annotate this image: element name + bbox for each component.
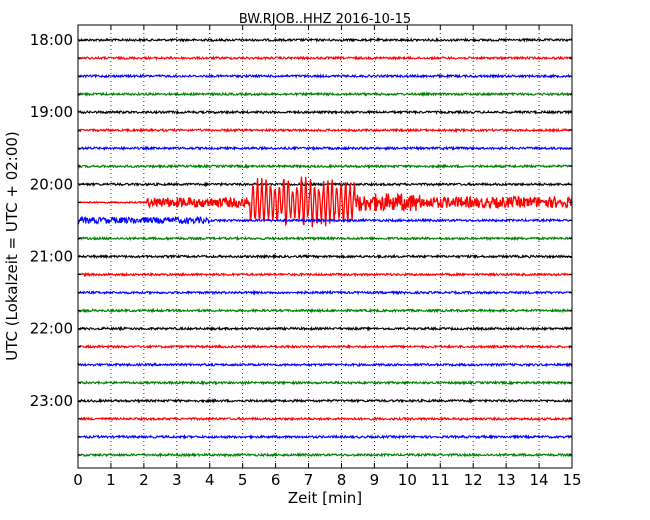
x-tick-label: 14	[530, 471, 549, 489]
x-tick-label: 10	[398, 471, 417, 489]
y-tick-label: 22:00	[30, 320, 73, 338]
x-tick-label: 9	[370, 471, 380, 489]
trace-row-2	[77, 55, 573, 61]
x-tick-label: 11	[431, 471, 450, 489]
y-tick-label: 18:00	[30, 31, 73, 49]
trace-row-7	[77, 145, 573, 152]
trace-row-3	[77, 73, 573, 80]
trace-row-11	[77, 215, 572, 225]
trace-row-16	[77, 307, 573, 314]
x-tick-labels: 0 1 2 3 4 5 6 7 8 9 10 11 12 13 14 15	[73, 471, 581, 489]
plot-frame	[77, 24, 573, 469]
y-tick-label: 21:00	[30, 247, 73, 265]
trace-row-21	[77, 397, 573, 404]
x-tick-label: 0	[73, 471, 83, 489]
x-tick-label: 15	[562, 471, 581, 489]
x-tick-label: 1	[106, 471, 116, 489]
x-tick-label: 6	[271, 471, 281, 489]
trace-row-14	[77, 271, 573, 278]
trace-row-5	[77, 109, 573, 116]
x-tick-label: 12	[464, 471, 483, 489]
x-axis-label: Zeit [min]	[288, 489, 362, 507]
x-tick-label: 7	[304, 471, 314, 489]
trace-row-8	[77, 163, 573, 170]
trace-row-10	[77, 176, 573, 228]
y-tick-label: 23:00	[30, 392, 73, 410]
trace-row-13	[77, 253, 573, 260]
trace-row-23	[77, 433, 573, 440]
trace-row-4	[77, 91, 573, 98]
trace-row-19	[77, 361, 573, 368]
trace-rows	[77, 37, 573, 458]
trace-row-18	[77, 343, 573, 350]
y-tick-labels: 18:00 19:00 20:00 21:00 22:00 23:00	[30, 31, 73, 410]
y-tick-label: 19:00	[30, 103, 73, 121]
tick-marks	[77, 25, 573, 468]
x-tick-label: 4	[205, 471, 215, 489]
trace-row-1	[77, 37, 573, 43]
x-tick-label: 2	[139, 471, 149, 489]
x-tick-label: 8	[337, 471, 347, 489]
x-tick-label: 3	[172, 471, 182, 489]
y-axis-label: UTC (Lokalzeit = UTC + 02:00)	[3, 131, 21, 361]
trace-row-22	[78, 415, 573, 422]
trace-row-12	[77, 235, 573, 242]
y-tick-label: 20:00	[30, 175, 73, 193]
trace-row-24	[77, 452, 573, 458]
x-tick-label: 5	[238, 471, 248, 489]
chart-title: BW.RJOB..HHZ 2016-10-15	[239, 12, 411, 27]
trace-row-20	[77, 379, 573, 386]
trace-row-15	[77, 289, 573, 296]
trace-row-17	[77, 325, 573, 332]
trace-row-6	[77, 127, 573, 134]
x-tick-label: 13	[497, 471, 516, 489]
trace-row-9	[78, 181, 573, 188]
